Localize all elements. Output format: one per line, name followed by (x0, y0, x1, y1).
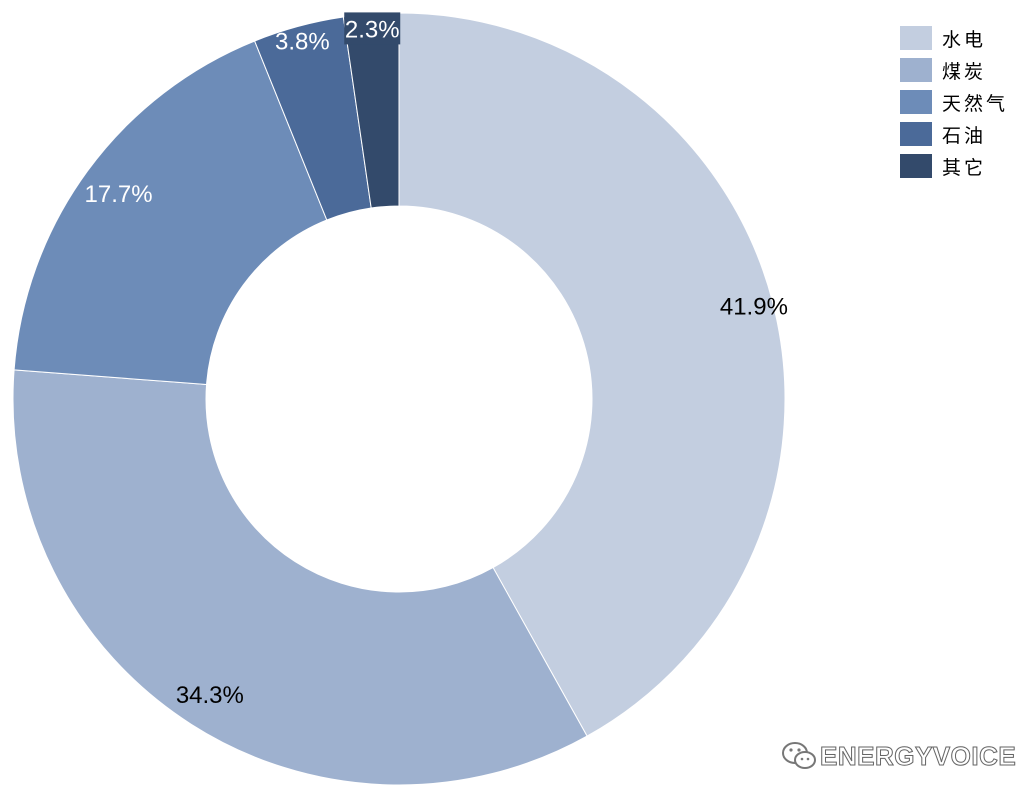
labels-group: 41.9% 34.3% 17.7% 3.8% 2.3% (85, 12, 788, 709)
label-bg-其它 (344, 12, 401, 45)
legend: 水电煤炭天然气石油其它 (900, 22, 1008, 182)
slice-水电 (398, 12, 786, 737)
legend-swatch (900, 90, 932, 114)
legend-item-天然气: 天然气 (900, 86, 1008, 118)
legend-swatch (900, 122, 932, 146)
slice-天然气 (13, 40, 328, 385)
watermark: ENERGYVOICE (780, 740, 1016, 772)
legend-label: 煤炭 (942, 60, 987, 83)
legend-swatch (900, 26, 932, 50)
legend-item-水电: 水电 (900, 22, 1008, 54)
watermark-text: ENERGYVOICE (819, 740, 1017, 771)
slice-label-水电: 41.9% (720, 294, 788, 321)
legend-item-其它: 其它 (900, 150, 1008, 182)
legend-swatch (900, 58, 932, 82)
slice-label-煤炭: 34.3% (176, 682, 244, 709)
legend-item-石油: 石油 (900, 118, 1008, 150)
legend-label: 石油 (942, 124, 987, 147)
legend-label: 天然气 (942, 92, 1009, 115)
wechat-icon (782, 742, 816, 769)
legend-label: 其它 (942, 156, 987, 179)
slice-label-石油: 3.8% (275, 28, 330, 55)
legend-label: 水电 (942, 28, 987, 51)
legend-swatch (900, 154, 932, 178)
slice-label-其它: 2.3% (345, 16, 400, 43)
slices-group (12, 12, 786, 786)
slice-label-天然气: 17.7% (85, 181, 153, 208)
legend-item-煤炭: 煤炭 (900, 54, 1008, 86)
slice-煤炭 (12, 369, 588, 786)
